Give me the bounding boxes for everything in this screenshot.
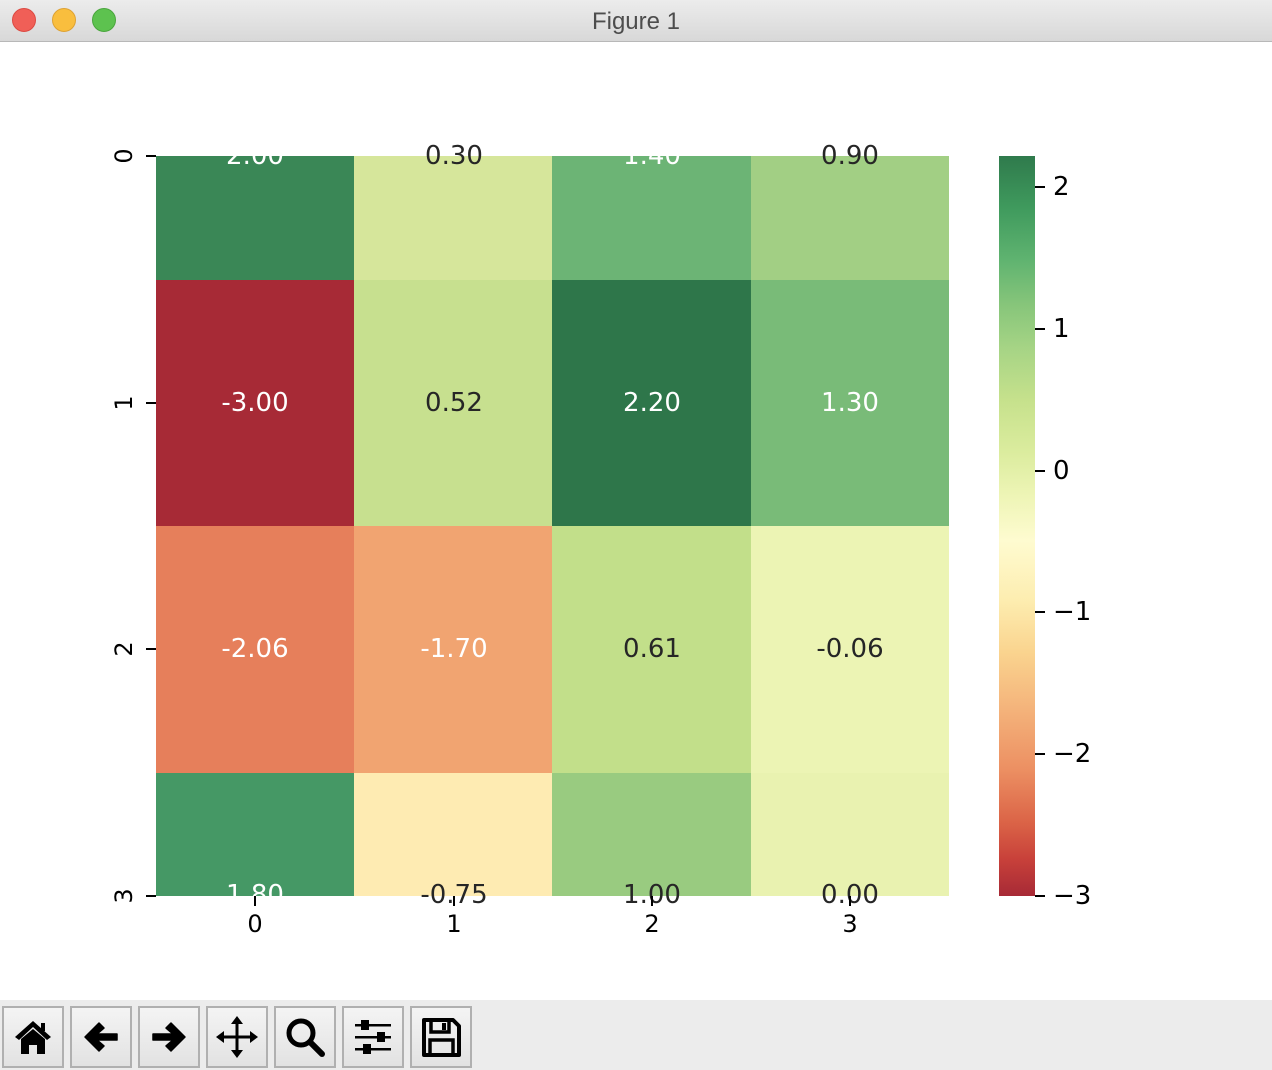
heatmap-cell bbox=[156, 773, 354, 896]
cell-annotation: 2.20 bbox=[623, 388, 681, 418]
navigation-toolbar bbox=[0, 1000, 1272, 1070]
heatmap-cell bbox=[552, 773, 751, 896]
cell-annotation: -2.06 bbox=[221, 634, 289, 664]
colorbar-tick-mark bbox=[1035, 895, 1045, 897]
cell-annotation: 2.00 bbox=[226, 141, 284, 171]
heatmap-cell bbox=[751, 773, 949, 896]
cell-annotation: 0.52 bbox=[425, 388, 483, 418]
heatmap-cell bbox=[552, 526, 751, 773]
colorbar-tick-mark bbox=[1035, 470, 1045, 472]
y-tick-label: 0 bbox=[110, 148, 138, 164]
heatmap-cell bbox=[552, 156, 751, 280]
home-button[interactable] bbox=[2, 1006, 64, 1068]
cell-annotation: 1.30 bbox=[821, 388, 879, 418]
arrow-right-icon bbox=[152, 1022, 186, 1052]
colorbar-tick-label: −1 bbox=[1053, 597, 1092, 627]
cell-annotation: -1.70 bbox=[420, 634, 488, 664]
colorbar-tick-mark bbox=[1035, 753, 1045, 755]
colorbar-tick-mark bbox=[1035, 328, 1045, 330]
pan-button[interactable] bbox=[206, 1006, 268, 1068]
heatmap-cell bbox=[354, 280, 552, 526]
y-tick-mark bbox=[146, 402, 156, 404]
heatmap-cell bbox=[751, 526, 949, 773]
colorbar-tick-label: −2 bbox=[1053, 739, 1092, 769]
configure-subplots-button[interactable] bbox=[342, 1006, 404, 1068]
heatmap-cell bbox=[751, 156, 949, 280]
y-tick-mark bbox=[146, 155, 156, 157]
x-tick-label: 2 bbox=[644, 910, 660, 938]
window-minimize-button[interactable] bbox=[52, 8, 76, 32]
colorbar-tick-mark bbox=[1035, 611, 1045, 613]
floppy-disk-icon bbox=[422, 1018, 461, 1057]
x-tick-mark bbox=[651, 896, 653, 906]
x-tick-mark bbox=[849, 896, 851, 906]
window-title: Figure 1 bbox=[591, 8, 681, 35]
y-tick-mark bbox=[146, 648, 156, 650]
heatmap-cell bbox=[354, 156, 552, 280]
cell-annotation: -3.00 bbox=[221, 388, 289, 418]
x-tick-mark bbox=[254, 896, 256, 906]
cell-annotation: 0.30 bbox=[425, 141, 483, 171]
heatmap-plot[interactable] bbox=[156, 156, 949, 896]
heatmap-cell bbox=[156, 526, 354, 773]
sliders-icon bbox=[355, 1020, 391, 1054]
window-titlebar: Figure 1 bbox=[0, 0, 1272, 42]
heatmap-cell bbox=[751, 280, 949, 526]
y-tick-label: 3 bbox=[110, 888, 138, 904]
colorbar bbox=[999, 156, 1035, 896]
y-tick-mark bbox=[146, 895, 156, 897]
window-maximize-button[interactable] bbox=[92, 8, 116, 32]
window-close-button[interactable] bbox=[12, 8, 36, 32]
colorbar-tick-label: −3 bbox=[1053, 881, 1092, 911]
cell-annotation: 0.61 bbox=[623, 634, 681, 664]
x-tick-label: 0 bbox=[247, 910, 263, 938]
zoom-button[interactable] bbox=[274, 1006, 336, 1068]
cell-annotation: 1.40 bbox=[623, 141, 681, 171]
colorbar-tick-label: 2 bbox=[1053, 172, 1070, 202]
x-tick-mark bbox=[453, 896, 455, 906]
heatmap-cell bbox=[156, 156, 354, 280]
colorbar-tick-label: 0 bbox=[1053, 456, 1070, 486]
cell-annotation: -0.06 bbox=[816, 634, 884, 664]
heatmap-cell bbox=[354, 526, 552, 773]
y-tick-label: 1 bbox=[110, 395, 138, 411]
colorbar-tick-mark bbox=[1035, 186, 1045, 188]
heatmap-cell bbox=[552, 280, 751, 526]
save-button[interactable] bbox=[410, 1006, 472, 1068]
back-button[interactable] bbox=[70, 1006, 132, 1068]
x-tick-label: 3 bbox=[842, 910, 858, 938]
magnifier-icon bbox=[286, 1018, 325, 1057]
y-tick-label: 2 bbox=[110, 641, 138, 657]
heatmap-cell bbox=[156, 280, 354, 526]
arrow-left-icon bbox=[84, 1022, 118, 1052]
forward-button[interactable] bbox=[138, 1006, 200, 1068]
home-icon bbox=[15, 1021, 51, 1054]
move-icon bbox=[216, 1016, 258, 1058]
colorbar-tick-label: 1 bbox=[1053, 314, 1070, 344]
x-tick-label: 1 bbox=[446, 910, 462, 938]
heatmap-cell bbox=[354, 773, 552, 896]
cell-annotation: 0.90 bbox=[821, 141, 879, 171]
